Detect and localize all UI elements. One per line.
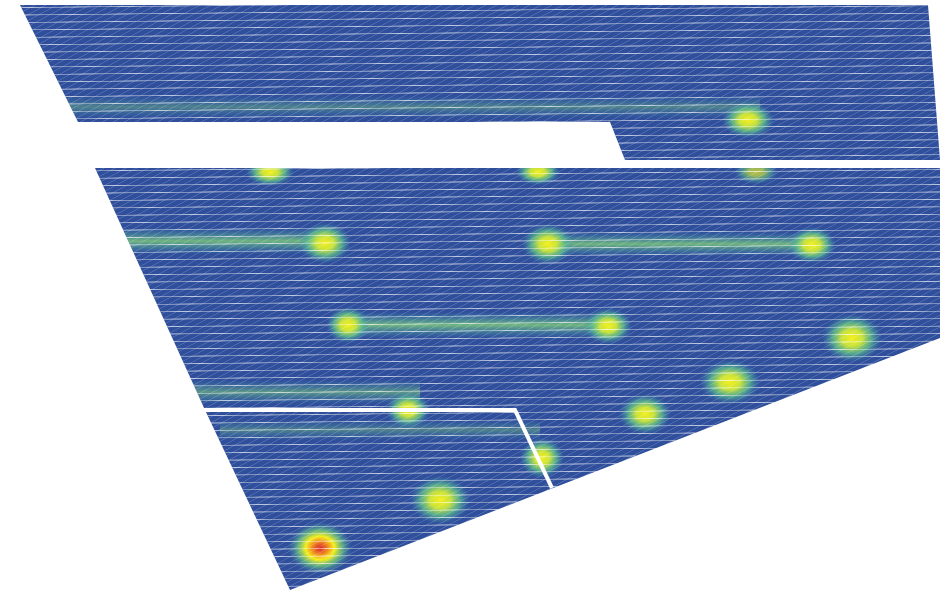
mesh-grid — [0, 0, 941, 170]
mesh-grid — [0, 160, 941, 594]
page — [0, 0, 941, 594]
lower-panel — [0, 158, 941, 594]
mesh-heatmap — [0, 0, 941, 594]
upper-panel — [0, 0, 941, 170]
